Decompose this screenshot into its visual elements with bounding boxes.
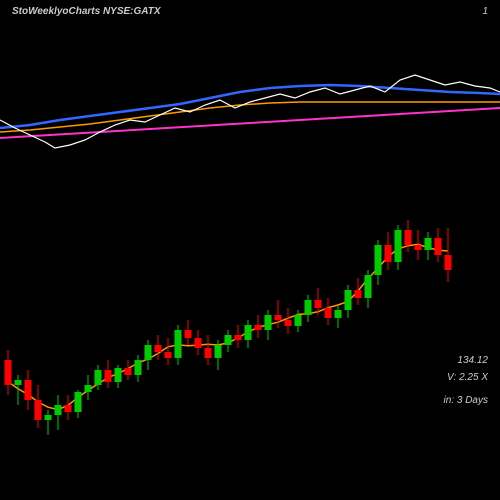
candle-body xyxy=(315,300,322,308)
candle-body xyxy=(305,300,312,315)
candle-body xyxy=(105,370,112,382)
candle-body xyxy=(185,330,192,338)
candle-body xyxy=(45,415,52,420)
candle-body xyxy=(395,230,402,262)
candle-body xyxy=(265,315,272,330)
ma-pink xyxy=(0,108,500,138)
ma-line xyxy=(8,244,448,409)
candle-body xyxy=(415,245,422,250)
candle-body xyxy=(435,238,442,255)
candle-body xyxy=(385,245,392,262)
ticker-title: StoWeeklyoCharts NYSE:GATX xyxy=(12,6,161,17)
candle-body xyxy=(5,360,12,385)
candle-body xyxy=(175,330,182,358)
candle-body xyxy=(225,335,232,345)
candle-body xyxy=(55,405,62,415)
candle-body xyxy=(375,245,382,275)
candle-body xyxy=(195,338,202,348)
candle-body xyxy=(145,345,152,360)
candle-body xyxy=(325,308,332,318)
candle-body xyxy=(75,392,82,412)
candle-body xyxy=(295,315,302,326)
candle-body xyxy=(365,275,372,298)
candle-body xyxy=(255,325,262,330)
candle-body xyxy=(135,360,142,375)
chart-header: StoWeeklyoCharts NYSE:GATX 1 xyxy=(0,6,500,17)
period-value: in: 3 Days xyxy=(444,395,488,406)
candle-body xyxy=(335,310,342,318)
candle-body xyxy=(445,255,452,270)
candle-body xyxy=(205,348,212,358)
candle-body xyxy=(155,345,162,352)
candle-body xyxy=(235,335,242,340)
candle-body xyxy=(405,230,412,245)
candle-body xyxy=(85,385,92,392)
candle-body xyxy=(95,370,102,385)
price-value: 134.12 xyxy=(457,355,488,366)
indicator-panel xyxy=(0,50,500,150)
candle-body xyxy=(115,368,122,382)
candle-body xyxy=(165,352,172,358)
ma-blue xyxy=(0,85,500,128)
candle-body xyxy=(245,325,252,340)
candle-body xyxy=(355,290,362,298)
candle-body xyxy=(285,320,292,326)
candle-body xyxy=(25,380,32,400)
candle-body xyxy=(215,345,222,358)
timeframe-label: 1 xyxy=(482,6,488,17)
candle-body xyxy=(65,405,72,412)
candle-body xyxy=(125,368,132,375)
candle-body xyxy=(35,400,42,420)
candle-body xyxy=(15,380,22,385)
candle-body xyxy=(425,238,432,250)
candle-body xyxy=(275,315,282,320)
candle-body xyxy=(345,290,352,310)
price-panel xyxy=(0,170,500,460)
volume-value: V: 2.25 X xyxy=(447,372,488,383)
